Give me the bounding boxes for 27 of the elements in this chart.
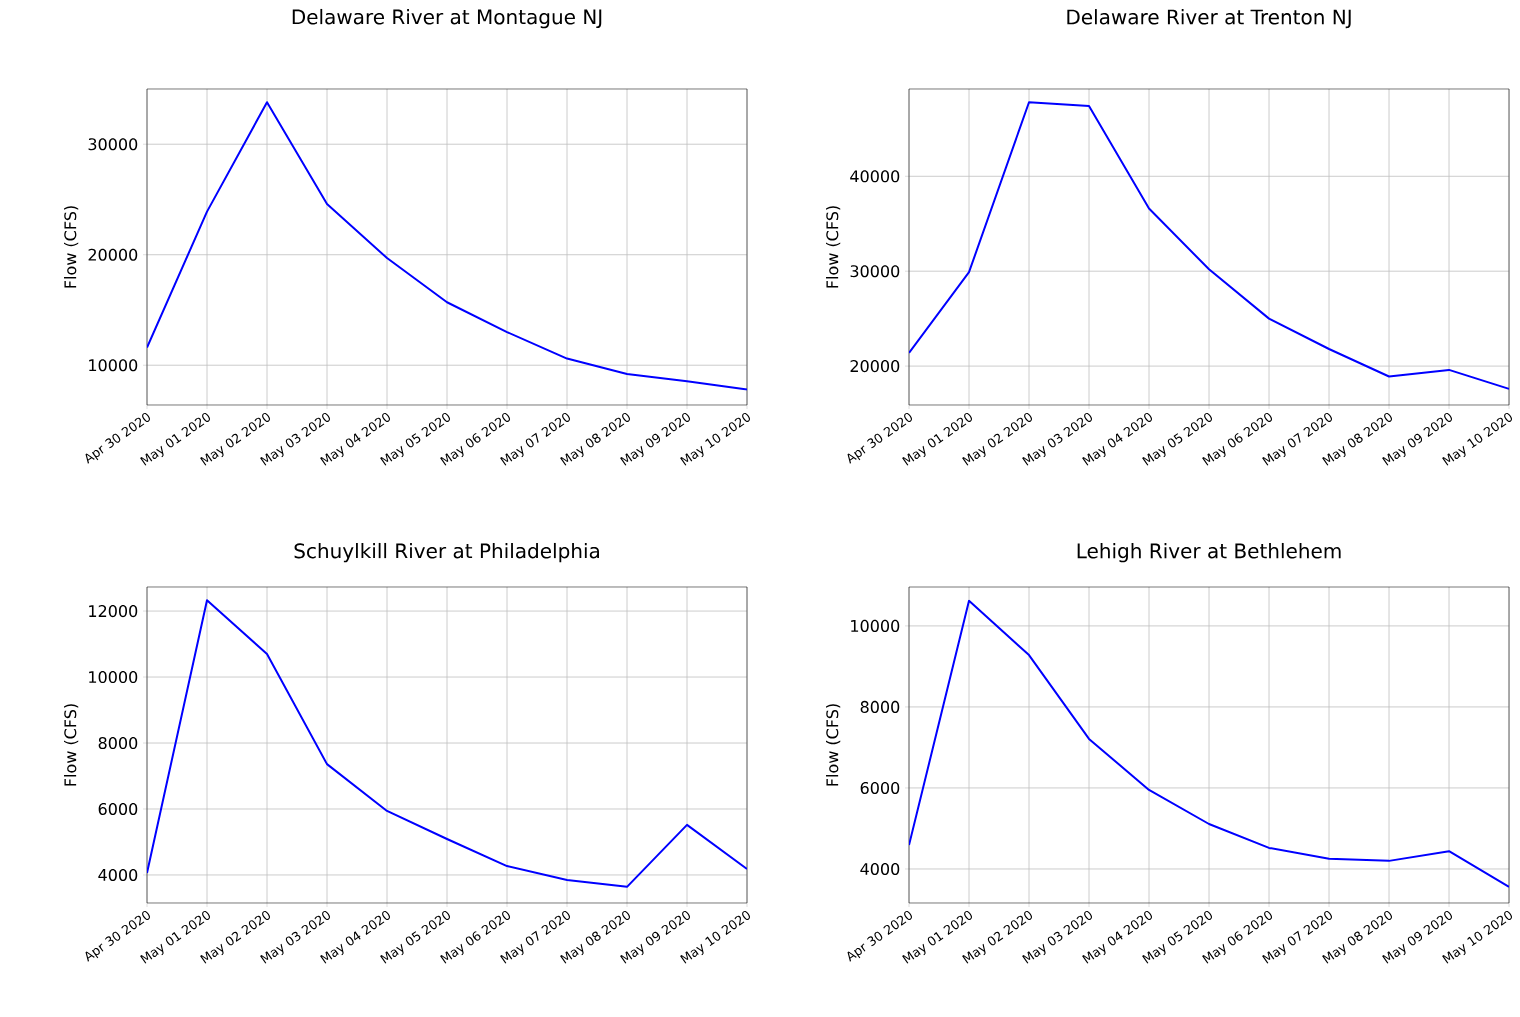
- y-tick-label: 8000: [860, 700, 900, 713]
- y-tick-label: 4000: [98, 868, 138, 882]
- chart-title: Schuylkill River at Philadelphia: [294, 542, 599, 563]
- y-tick-label: 10000: [89, 670, 138, 684]
- y-axis-title: Flow (CFS): [825, 704, 841, 786]
- line-series: [147, 599, 748, 888]
- y-tick-label: 20000: [850, 360, 900, 373]
- y-tick-label: 30000: [850, 265, 900, 278]
- y-tick-label: 40000: [850, 170, 900, 183]
- y-tick-label: 12000: [89, 605, 138, 618]
- y-tick-label: 6000: [860, 781, 900, 794]
- y-tick-label: 10000: [851, 619, 900, 632]
- chart-title: Lehigh River at Bethlehem: [1077, 542, 1341, 563]
- y-tick-label: 4000: [860, 862, 900, 876]
- y-tick-label: 30000: [88, 138, 138, 151]
- line-series: [909, 599, 1510, 888]
- chart-title: Delaware River at Montague NJ: [292, 8, 602, 29]
- y-axis-title: Flow (CFS): [825, 206, 841, 288]
- y-axis-title: Flow (CFS): [63, 704, 79, 786]
- line-series: [147, 101, 748, 391]
- chart-title: Delaware River at Trenton NJ: [1067, 9, 1351, 29]
- y-tick-label: 10000: [89, 359, 138, 372]
- y-tick-label: 6000: [98, 802, 138, 816]
- line-series: [909, 101, 1510, 390]
- y-axis-title: Flow (CFS): [63, 206, 79, 288]
- y-tick-label: 20000: [88, 248, 138, 261]
- y-tick-label: 8000: [98, 736, 138, 750]
